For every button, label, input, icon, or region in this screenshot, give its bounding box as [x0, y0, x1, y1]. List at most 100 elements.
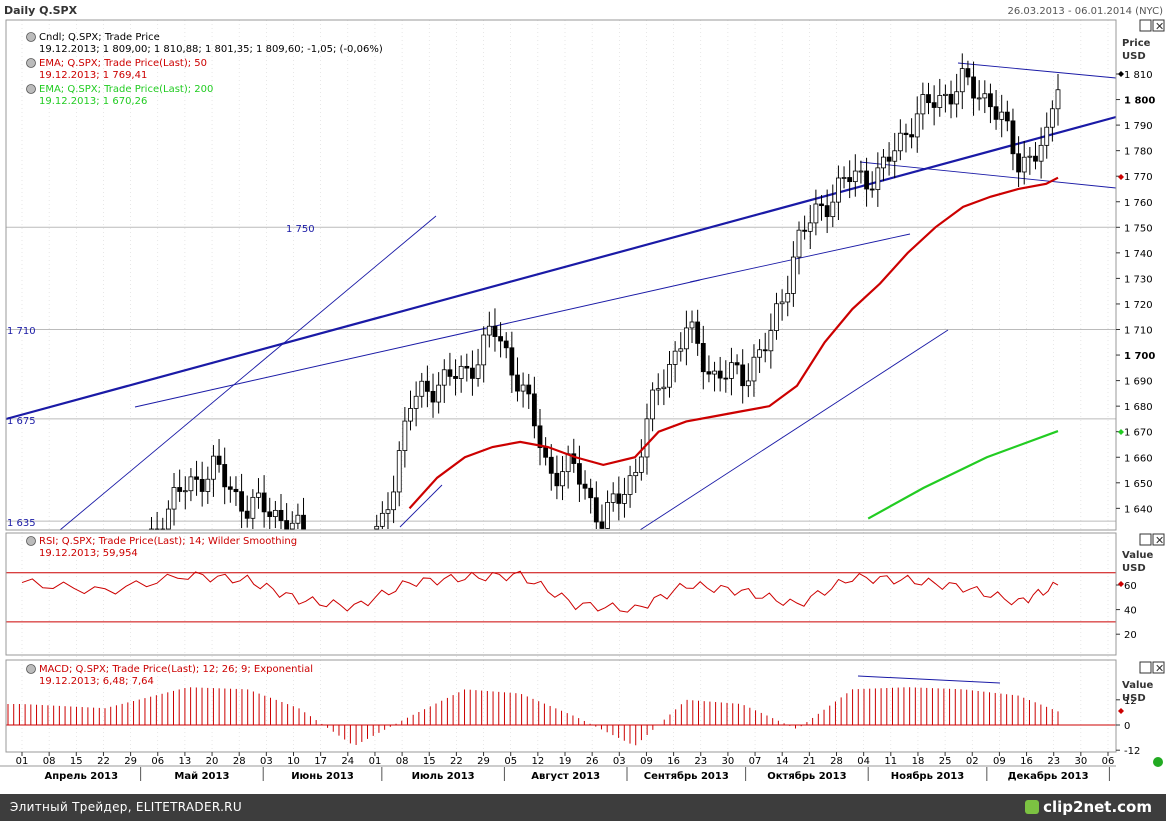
candle-up — [272, 509, 278, 517]
close-icon: ✕ — [1155, 20, 1164, 33]
candle-up — [790, 256, 796, 294]
trend-line — [5, 115, 1117, 421]
candle-down — [1004, 111, 1010, 122]
legend-candle-name: Cndl; Q.SPX; Trade Price — [39, 32, 160, 43]
candle-up — [875, 167, 881, 190]
candle-down — [762, 349, 768, 352]
price-tick-label: 1 710 — [1124, 326, 1153, 337]
candle-up — [999, 111, 1005, 120]
rsi-close-button[interactable] — [1152, 533, 1165, 546]
legend-candle-value: 19.12.2013; 1 809,00; 1 810,88; 1 801,35… — [39, 44, 383, 55]
price-tick-label: 1 680 — [1124, 402, 1153, 413]
candle-down — [869, 188, 875, 191]
candle-down — [447, 369, 453, 377]
candle-down — [599, 521, 605, 529]
candle-up — [892, 150, 898, 162]
day-tick-label: 02 — [966, 756, 979, 767]
candle-up — [638, 456, 644, 473]
candle-down — [723, 377, 729, 380]
candle-down — [734, 362, 740, 366]
rsi-legend-value: 19.12.2013; 59,954 — [39, 548, 138, 559]
ema50-marker-icon — [1118, 174, 1124, 180]
price-tick-label: 1 810 — [1124, 70, 1153, 81]
candle-down — [582, 483, 588, 489]
candle-down — [548, 456, 554, 474]
candle-up — [374, 525, 380, 530]
candle-down — [931, 102, 937, 108]
price-tick-label: 1 780 — [1124, 147, 1153, 158]
day-tick-label: 05 — [504, 756, 517, 767]
month-label: Ноябрь 2013 — [891, 770, 964, 782]
candle-down — [301, 514, 306, 530]
legend-clock-icon[interactable] — [26, 84, 36, 94]
candle-down — [526, 384, 532, 395]
rsi-line — [21, 570, 1059, 613]
price-axis-unit: USD — [1122, 51, 1146, 62]
candle-up — [402, 420, 408, 451]
day-tick-label: 29 — [124, 756, 137, 767]
candle-up — [436, 384, 442, 403]
day-tick-label: 26 — [586, 756, 599, 767]
macd-close-button[interactable] — [1152, 661, 1165, 674]
legend-ema200-name: EMA; Q.SPX; Trade Price(Last); 200 — [39, 84, 213, 95]
month-label: Май 2013 — [174, 771, 229, 782]
day-tick-label: 23 — [694, 756, 707, 767]
candle-down — [531, 393, 537, 427]
candle-up — [779, 301, 785, 305]
candle-down — [199, 478, 205, 492]
rsi-tick-label: 20 — [1124, 630, 1137, 641]
price-tick-label: 1 640 — [1124, 504, 1153, 515]
candle-up — [745, 380, 751, 387]
day-tick-label: 22 — [450, 756, 463, 767]
candle-up — [486, 325, 492, 336]
price-tick-label: 1 790 — [1124, 121, 1153, 132]
day-tick-label: 06 — [1102, 756, 1115, 767]
legend-clock-icon[interactable] — [26, 58, 36, 68]
legend-clock-icon[interactable] — [26, 664, 36, 674]
rsi-axis-unit: USD — [1122, 563, 1146, 574]
level-label: 1 750 — [286, 224, 315, 235]
candle-down — [284, 520, 290, 530]
rsi-tick-label: 60 — [1124, 581, 1137, 592]
price-minimize-button[interactable] — [1139, 19, 1152, 32]
day-tick-label: 16 — [1020, 756, 1033, 767]
month-label: Июль 2013 — [412, 771, 475, 782]
candle-down — [717, 370, 723, 379]
day-tick-label: 25 — [939, 756, 952, 767]
candle-up — [813, 203, 819, 224]
candle-up — [937, 95, 943, 108]
candle-down — [453, 375, 458, 379]
macd-minimize-button[interactable] — [1139, 661, 1152, 674]
candle-up — [165, 508, 171, 530]
candle-down — [503, 340, 509, 349]
candle-up — [610, 493, 616, 503]
candle-up — [785, 293, 791, 303]
candle-up — [757, 349, 762, 358]
candle-down — [819, 203, 824, 207]
day-tick-label: 30 — [722, 756, 735, 767]
candle-up — [1027, 155, 1033, 158]
day-tick-label: 14 — [776, 756, 789, 767]
price-tick-label: 1 770 — [1124, 172, 1153, 183]
candle-up — [475, 364, 481, 379]
legend-clock-icon[interactable] — [26, 536, 36, 546]
price-tick-label: 1 720 — [1124, 300, 1153, 311]
candle-down — [227, 486, 233, 490]
rsi-axis-title: Value — [1122, 550, 1153, 561]
candle-up — [982, 93, 988, 99]
candle-up — [678, 348, 684, 352]
legend-clock-icon[interactable] — [26, 32, 36, 42]
candle-down — [244, 510, 250, 519]
price-close-button[interactable] — [1152, 19, 1165, 32]
candle-down — [509, 347, 515, 376]
clip2net-logo[interactable]: clip2net.com — [1025, 798, 1152, 816]
candle-down — [194, 476, 199, 480]
clip2net-suffix: .com — [1111, 798, 1152, 816]
trend-line — [639, 329, 949, 531]
candle-up — [481, 334, 487, 366]
macd-tick-label: -12 — [1124, 746, 1140, 757]
candle-down — [424, 380, 430, 392]
rsi-minimize-button[interactable] — [1139, 533, 1152, 546]
day-tick-label: 28 — [233, 756, 246, 767]
